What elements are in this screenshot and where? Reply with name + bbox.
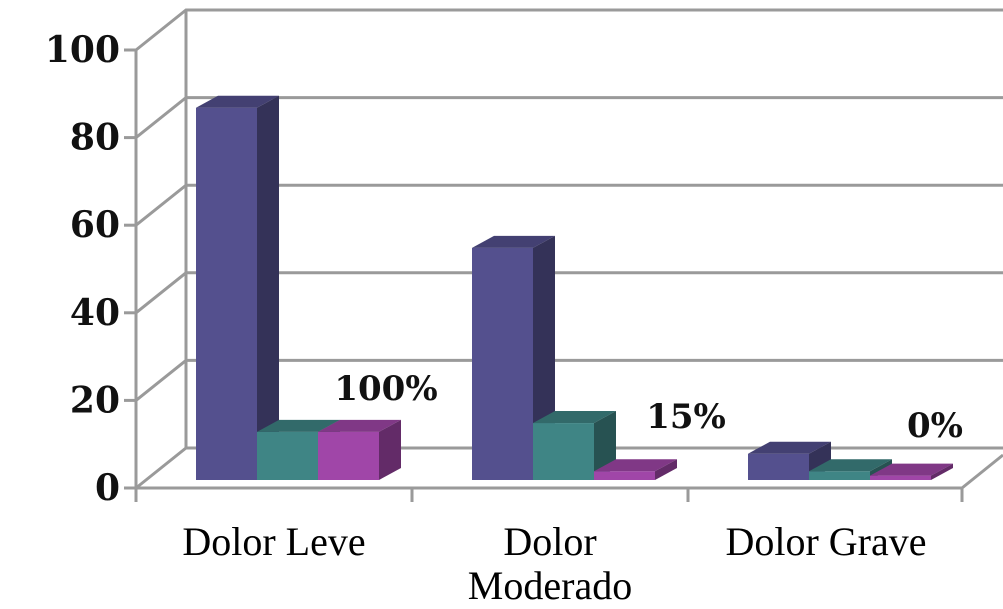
axes	[124, 10, 1003, 502]
y-tick-label: 20	[70, 379, 120, 421]
y-tick-labels: 0 20 40 60 80 100	[45, 29, 120, 509]
data-label: 100%	[334, 369, 437, 409]
bar-top	[533, 411, 616, 424]
bar-top	[809, 459, 892, 472]
y-tick-label: 40	[70, 292, 120, 334]
bars	[196, 95, 953, 480]
bar-side	[655, 459, 677, 480]
category-label: Dolor Moderado	[468, 519, 632, 608]
y-tick-label: 60	[70, 204, 120, 246]
bar-front	[318, 431, 379, 480]
bar-top	[748, 441, 831, 454]
gridline	[135, 8, 1003, 52]
y-tick-label: 100	[45, 29, 120, 71]
category-label: Dolor Leve	[182, 519, 365, 564]
bar-side	[257, 95, 279, 480]
category-label: Dolor Grave	[725, 519, 926, 564]
data-label: 0%	[907, 406, 963, 446]
data-labels: 100% 15% 0%	[334, 369, 963, 446]
floor-right-edge	[961, 453, 1003, 490]
bar-side	[931, 463, 953, 480]
bar-top	[257, 419, 340, 432]
bar-front	[533, 423, 594, 480]
bar-top	[870, 463, 953, 476]
bar-front	[196, 107, 257, 480]
bar-top	[594, 459, 677, 472]
bar-side	[379, 419, 401, 480]
data-label: 15%	[646, 397, 726, 437]
bar-front	[472, 247, 533, 480]
bar-front	[594, 471, 655, 480]
y-tick-label: 0	[95, 467, 120, 509]
bar-front	[809, 471, 870, 480]
bar-front	[870, 475, 931, 480]
bar-top	[196, 95, 279, 108]
bar-front	[257, 431, 318, 480]
bar-front	[748, 453, 809, 480]
y-tick-label: 80	[70, 117, 120, 159]
bar-top	[472, 235, 555, 248]
category-labels: Dolor Leve Dolor Moderado Dolor Grave	[182, 519, 926, 608]
bar-top	[318, 419, 401, 432]
